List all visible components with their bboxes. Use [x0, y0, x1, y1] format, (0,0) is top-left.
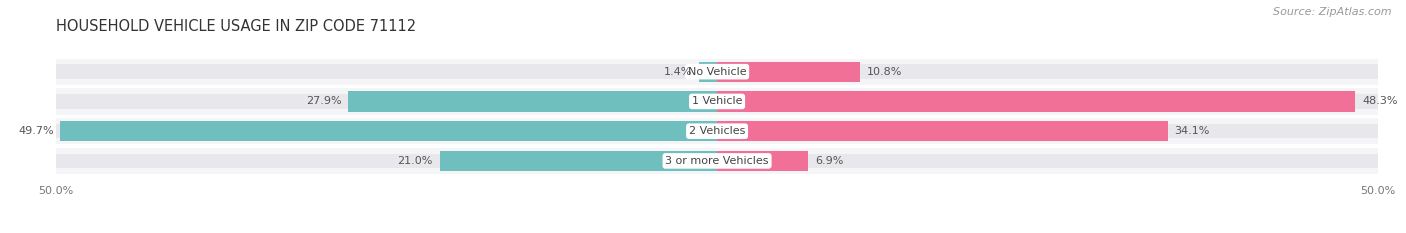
Bar [717, 151, 808, 171]
Text: 10.8%: 10.8% [866, 67, 901, 77]
Bar [56, 88, 1378, 114]
Text: HOUSEHOLD VEHICLE USAGE IN ZIP CODE 71112: HOUSEHOLD VEHICLE USAGE IN ZIP CODE 7111… [56, 19, 416, 34]
Text: 6.9%: 6.9% [815, 156, 844, 166]
Bar [56, 154, 1378, 168]
Bar [717, 121, 1168, 141]
Bar [56, 94, 1378, 109]
Text: No Vehicle: No Vehicle [688, 67, 747, 77]
Text: 34.1%: 34.1% [1174, 126, 1209, 136]
Text: 3 or more Vehicles: 3 or more Vehicles [665, 156, 769, 166]
Bar [56, 65, 1378, 79]
Text: 21.0%: 21.0% [398, 156, 433, 166]
Text: 48.3%: 48.3% [1362, 96, 1398, 106]
Bar [699, 62, 717, 82]
Text: 1.4%: 1.4% [664, 67, 692, 77]
Bar [440, 151, 717, 171]
Text: 49.7%: 49.7% [18, 126, 53, 136]
Bar [717, 62, 860, 82]
Bar [349, 91, 717, 112]
Text: 1 Vehicle: 1 Vehicle [692, 96, 742, 106]
Text: Source: ZipAtlas.com: Source: ZipAtlas.com [1274, 7, 1392, 17]
Text: 2 Vehicles: 2 Vehicles [689, 126, 745, 136]
Bar [60, 121, 717, 141]
Bar [717, 91, 1355, 112]
Text: 27.9%: 27.9% [307, 96, 342, 106]
Bar [56, 118, 1378, 144]
Bar [56, 58, 1378, 85]
Bar [56, 124, 1378, 138]
Bar [56, 148, 1378, 174]
